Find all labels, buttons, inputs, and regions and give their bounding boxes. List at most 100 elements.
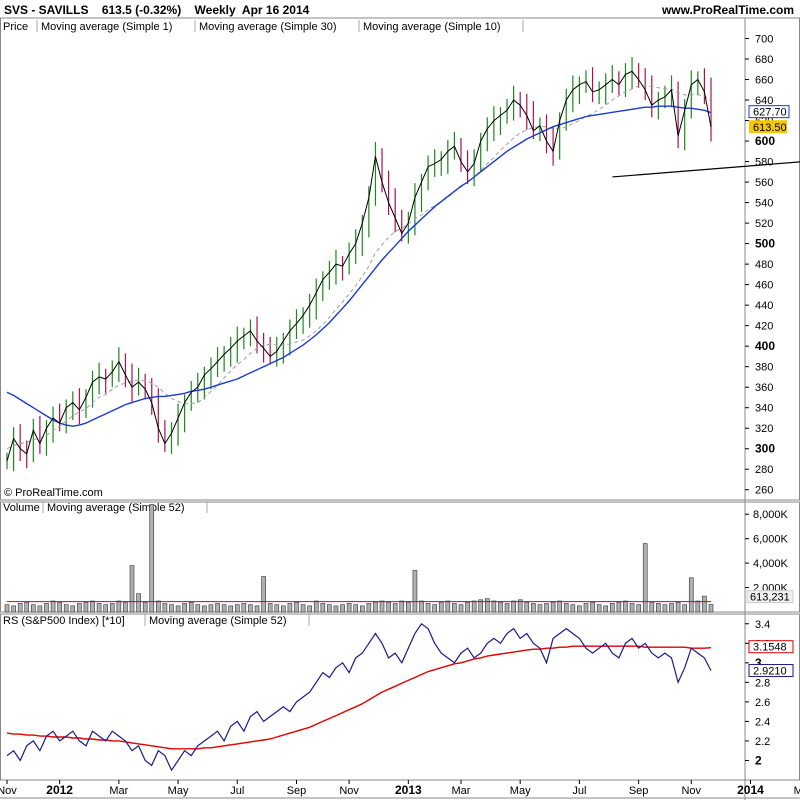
volume-bar [109,603,115,613]
volume-bar [340,604,345,613]
volume-bar [156,600,161,613]
volume-bar [228,605,234,613]
volume-bar [90,600,95,613]
price-ytick-label: 680 [755,54,773,66]
volume-bar [531,603,536,613]
site-label: www.ProRealTime.com [661,3,794,17]
volume-bar [373,601,378,613]
rs-value-box [748,664,794,678]
volume-bar [307,605,312,613]
last-price-box [749,120,787,134]
volume-bar [642,543,648,613]
rs-value-label: 2.9210 [753,666,787,678]
volume-bar [603,605,609,613]
volume-bar [24,601,30,613]
volume-panel-frame [0,501,800,613]
rs-ma-line [6,645,712,750]
volume-legend-1: Moving average (Simple 52) [47,502,185,514]
volume-bar [386,601,391,613]
volume-bar [44,603,49,613]
volume-bar [623,600,628,613]
volume-bar [708,604,714,613]
volume-bar [281,605,286,613]
volume-bar [261,576,266,613]
volume-bar [346,603,352,613]
volume-bar [702,595,707,613]
price-ytick-label: 560 [755,177,773,189]
volume-bar [63,604,69,613]
price-legend-3: Moving average (Simple 10) [363,21,501,33]
volume-bar [333,605,339,613]
volume-bar [254,605,260,613]
xtick-label: Mar [109,785,128,797]
price-ytick-label: 480 [755,259,773,271]
volume-bar [116,600,122,613]
sma30-value-label: 627.70 [753,107,787,119]
volume-bar [103,604,108,613]
volume-last-label: 613,231 [750,592,790,604]
volume-bar [419,600,424,613]
xtick-label: 2013 [395,783,422,797]
volume-bar [425,603,431,613]
xtick-label: Jul [572,785,586,797]
volume-bar [188,601,194,613]
volume-bar [50,600,56,613]
xtick-label: Mar [794,785,800,797]
price-legend-2: Moving average (Simple 30) [199,21,337,33]
volume-bar [31,604,36,613]
price-ytick-label: 580 [755,157,773,169]
volume-bar [629,603,635,613]
volume-bar [267,603,273,613]
volume-last-box [746,590,794,604]
volume-bar [570,604,576,613]
period-label: Weekly [194,3,236,17]
volume-bar [649,601,655,613]
price-legend-0: Price [3,21,28,33]
price-ytick-label: 340 [755,403,773,415]
volume-bar [175,605,181,613]
volume-bar [83,601,89,613]
volume-bar [544,603,549,613]
volume-bar [557,600,562,613]
volume-bar [241,603,247,613]
volume-bar [359,605,365,613]
price-ytick-label: 640 [755,95,773,107]
volume-bar [136,593,141,613]
volume-bar [294,601,299,613]
volume-bar [577,605,582,613]
price-ytick-label: 500 [755,237,775,251]
xtick-label: 2012 [46,783,73,797]
xtick-label: Nov [0,785,17,797]
volume-bar [17,603,23,613]
volume-bar [517,599,523,613]
price-ytick-label: 660 [755,75,773,87]
volume-bar [524,601,530,613]
volume-bar [511,600,516,613]
xtick-label: 2014 [737,783,764,797]
volume-bar [195,604,201,613]
volume-bar [504,603,510,613]
rs-ytick-label: 2.8 [755,677,770,689]
volume-bar [465,601,470,613]
volume-bar [248,604,253,613]
volume-bar [669,603,674,613]
volume-bar [70,605,76,613]
price-ytick-label: 380 [755,362,773,374]
date-label: Apr 16 2014 [241,3,310,17]
volume-bar [406,601,411,613]
rs-ytick-label: 2.2 [755,736,770,748]
price-ytick-label: 360 [755,382,773,394]
volume-bar [11,605,16,613]
volume-bar [379,600,385,613]
rs-legend-0: RS (S&P500 Index) [*10] [3,615,125,627]
rs-ytick-label: 2.6 [755,697,770,709]
price-ytick-label: 320 [755,423,773,435]
price-legend-1: Moving average (Simple 1) [41,21,172,33]
volume-bar [563,603,569,613]
support-trendline [612,161,800,178]
rs-ma-value-label: 3.1548 [753,642,787,654]
rs-ytick-label: 3.4 [755,619,770,631]
volume-ytick-label: 8,000K [753,509,789,521]
volume-bar [149,504,155,613]
xtick-label: Sep [629,785,649,797]
